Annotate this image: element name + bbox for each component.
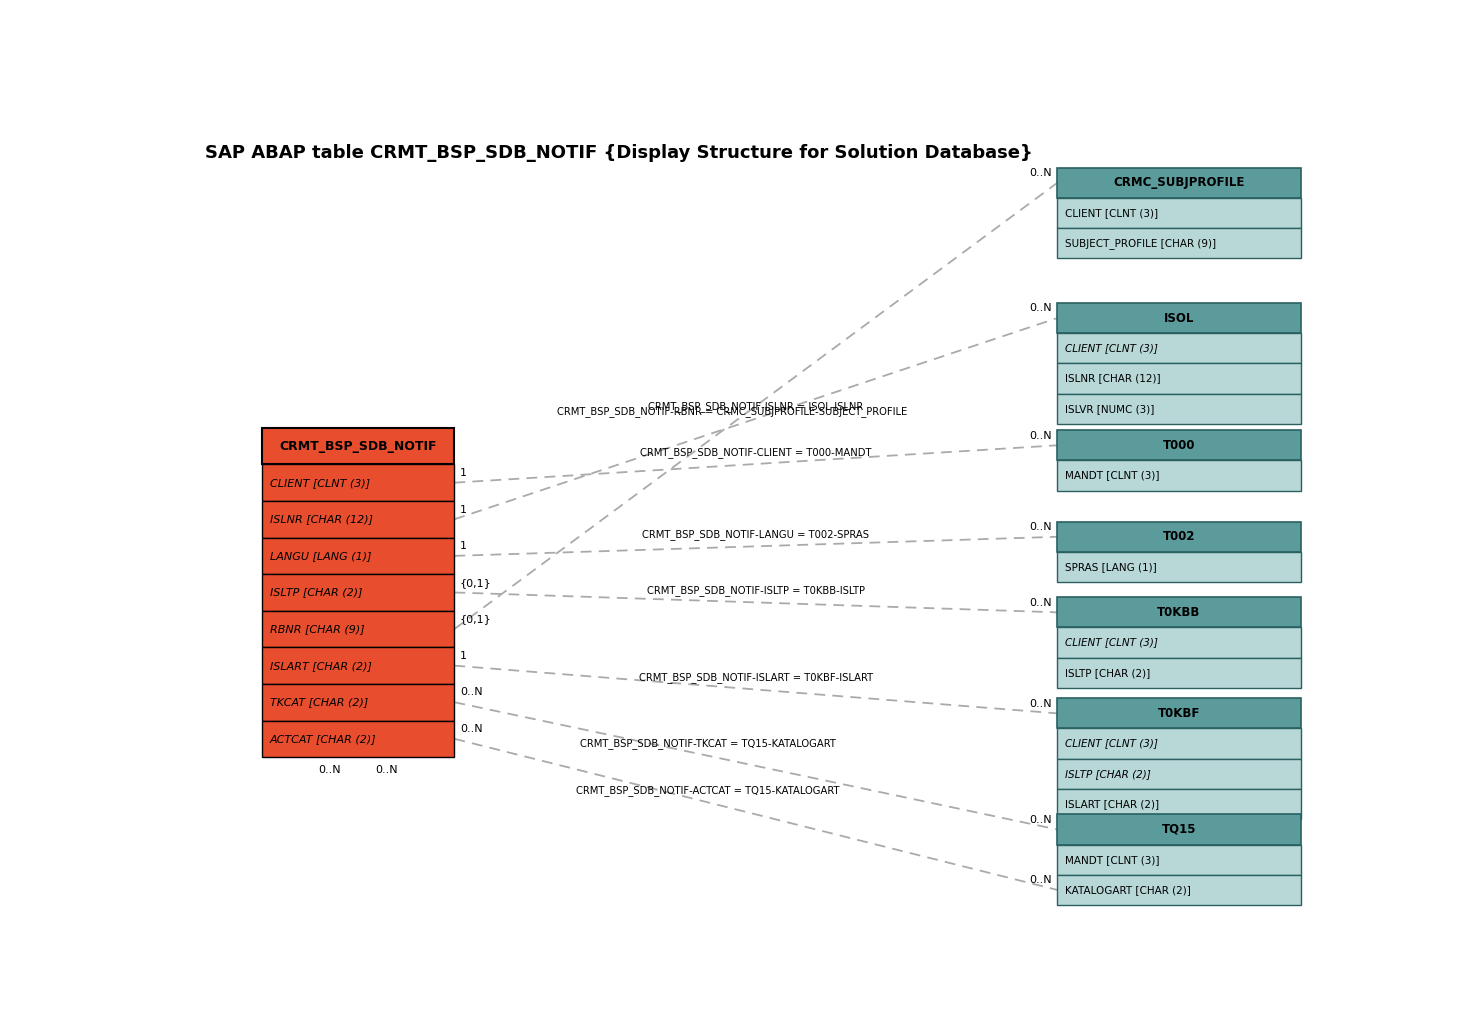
Bar [1058, 430, 1300, 461]
Bar [1058, 875, 1300, 905]
Text: CLIENT [CLNT (3)]: CLIENT [CLNT (3)] [270, 477, 370, 488]
Text: CRMT_BSP_SDB_NOTIF-ISLART = T0KBF-ISLART: CRMT_BSP_SDB_NOTIF-ISLART = T0KBF-ISLART [638, 672, 872, 683]
Text: ISLNR [CHAR (12)]: ISLNR [CHAR (12)] [1065, 374, 1161, 383]
Text: SAP ABAP table CRMT_BSP_SDB_NOTIF {Display Structure for Solution Database}: SAP ABAP table CRMT_BSP_SDB_NOTIF {Displ… [205, 144, 1033, 162]
Bar [1058, 522, 1300, 552]
Text: RBNR [CHAR (9)]: RBNR [CHAR (9)] [270, 624, 364, 634]
Bar [1058, 728, 1300, 758]
Text: ISLVR [NUMC (3)]: ISLVR [NUMC (3)] [1065, 404, 1154, 414]
Bar [1058, 814, 1300, 845]
Bar [262, 428, 454, 465]
Text: MANDT [CLNT (3)]: MANDT [CLNT (3)] [1065, 854, 1160, 865]
Text: CRMT_BSP_SDB_NOTIF-ACTCAT = TQ15-KATALOGART: CRMT_BSP_SDB_NOTIF-ACTCAT = TQ15-KATALOG… [576, 785, 840, 795]
Text: SUBJECT_PROFILE [CHAR (9)]: SUBJECT_PROFILE [CHAR (9)] [1065, 238, 1217, 249]
Text: 0..N: 0..N [1029, 698, 1052, 709]
Text: CLIENT [CLNT (3)]: CLIENT [CLNT (3)] [1065, 208, 1159, 218]
Bar [1058, 627, 1300, 658]
Bar [262, 574, 454, 611]
Text: CRMT_BSP_SDB_NOTIF: CRMT_BSP_SDB_NOTIF [279, 440, 437, 452]
Bar [1058, 364, 1300, 394]
Text: LANGU [LANG (1)]: LANGU [LANG (1)] [270, 551, 371, 561]
Text: 0..N: 0..N [460, 687, 482, 697]
Bar [262, 501, 454, 537]
Text: MANDT [CLNT (3)]: MANDT [CLNT (3)] [1065, 470, 1160, 480]
Text: TQ15: TQ15 [1161, 823, 1197, 836]
Text: ISLTP [CHAR (2)]: ISLTP [CHAR (2)] [1065, 769, 1151, 779]
Bar [1058, 334, 1300, 364]
Bar [1058, 789, 1300, 819]
Text: ISLART [CHAR (2)]: ISLART [CHAR (2)] [1065, 800, 1160, 809]
Bar [1058, 597, 1300, 627]
Text: ISOL: ISOL [1164, 312, 1194, 324]
Text: 0..N: 0..N [1029, 522, 1052, 532]
Text: CRMT_BSP_SDB_NOTIF-RBNR = CRMC_SUBJPROFILE-SUBJECT_PROFILE: CRMT_BSP_SDB_NOTIF-RBNR = CRMC_SUBJPROFI… [557, 407, 907, 417]
Text: ISLART [CHAR (2)]: ISLART [CHAR (2)] [270, 661, 371, 670]
Bar [1058, 228, 1300, 258]
Text: 0..N: 0..N [1029, 431, 1052, 440]
Bar [262, 684, 454, 721]
Text: T000: T000 [1163, 439, 1195, 451]
Text: KATALOGART [CHAR (2)]: KATALOGART [CHAR (2)] [1065, 885, 1191, 895]
Bar [262, 721, 454, 757]
Bar [1058, 167, 1300, 198]
Bar [1058, 658, 1300, 688]
Bar [1058, 198, 1300, 228]
Text: ISLTP [CHAR (2)]: ISLTP [CHAR (2)] [270, 588, 362, 597]
Text: 0..N: 0..N [1029, 304, 1052, 313]
Bar [262, 611, 454, 648]
Bar [1058, 758, 1300, 789]
Text: CLIENT [CLNT (3)]: CLIENT [CLNT (3)] [1065, 637, 1159, 648]
Bar [1058, 552, 1300, 583]
Text: 0..N: 0..N [1029, 597, 1052, 607]
Bar [262, 537, 454, 574]
Bar [1058, 394, 1300, 424]
Text: CLIENT [CLNT (3)]: CLIENT [CLNT (3)] [1065, 343, 1159, 353]
Text: CLIENT [CLNT (3)]: CLIENT [CLNT (3)] [1065, 739, 1159, 749]
Bar [1058, 845, 1300, 875]
Bar [1058, 461, 1300, 491]
Text: T002: T002 [1163, 530, 1195, 543]
Text: {0,1}: {0,1} [460, 577, 492, 588]
Text: CRMT_BSP_SDB_NOTIF-ISLTP = T0KBB-ISLTP: CRMT_BSP_SDB_NOTIF-ISLTP = T0KBB-ISLTP [647, 585, 865, 596]
Text: 1: 1 [460, 541, 468, 551]
Text: 0..N: 0..N [460, 724, 482, 734]
Text: ACTCAT [CHAR (2)]: ACTCAT [CHAR (2)] [270, 733, 377, 744]
Text: ISLNR [CHAR (12)]: ISLNR [CHAR (12)] [270, 514, 373, 525]
Text: CRMT_BSP_SDB_NOTIF-LANGU = T002-SPRAS: CRMT_BSP_SDB_NOTIF-LANGU = T002-SPRAS [643, 529, 869, 540]
Text: TKCAT [CHAR (2)]: TKCAT [CHAR (2)] [270, 697, 368, 708]
Text: 1: 1 [460, 651, 468, 661]
Text: 0..N: 0..N [1029, 875, 1052, 885]
Text: ISLTP [CHAR (2)]: ISLTP [CHAR (2)] [1065, 667, 1150, 678]
Text: 1: 1 [460, 504, 468, 514]
Text: 1: 1 [460, 468, 468, 478]
Bar [262, 648, 454, 684]
Text: T0KBF: T0KBF [1157, 707, 1201, 720]
Text: {0,1}: {0,1} [460, 615, 492, 624]
Bar [262, 465, 454, 501]
Bar [1058, 698, 1300, 728]
Text: 0..N: 0..N [1029, 168, 1052, 178]
Text: CRMC_SUBJPROFILE: CRMC_SUBJPROFILE [1113, 177, 1245, 189]
Text: 0..N: 0..N [1029, 815, 1052, 824]
Text: 0..N: 0..N [375, 765, 399, 775]
Text: CRMT_BSP_SDB_NOTIF-CLIENT = T000-MANDT: CRMT_BSP_SDB_NOTIF-CLIENT = T000-MANDT [640, 446, 872, 458]
Text: T0KBB: T0KBB [1157, 605, 1201, 619]
Text: 0..N: 0..N [318, 765, 340, 775]
Bar [1058, 303, 1300, 334]
Text: CRMT_BSP_SDB_NOTIF-ISLNR = ISOL-ISLNR: CRMT_BSP_SDB_NOTIF-ISLNR = ISOL-ISLNR [649, 402, 863, 412]
Text: SPRAS [LANG (1)]: SPRAS [LANG (1)] [1065, 562, 1157, 572]
Text: CRMT_BSP_SDB_NOTIF-TKCAT = TQ15-KATALOGART: CRMT_BSP_SDB_NOTIF-TKCAT = TQ15-KATALOGA… [580, 739, 836, 749]
